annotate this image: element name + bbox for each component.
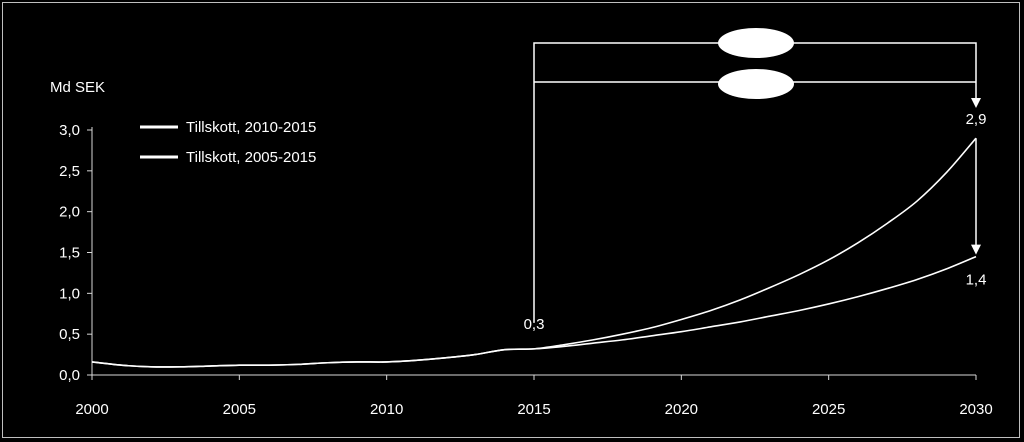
x-tick-label: 2020 (665, 401, 698, 418)
legend-label: Tillskott, 2005-2015 (186, 149, 316, 166)
x-tick-label: 2015 (517, 401, 550, 418)
x-tick-label: 2025 (812, 401, 845, 418)
annotation-label: 0,3 (524, 316, 545, 333)
data-annotations: 0,3 2,9 1,4 (524, 111, 987, 333)
y-tick-label: 2,5 (59, 163, 80, 180)
y-tick-label: 1,5 (59, 245, 80, 262)
oval-marker-upper (718, 28, 794, 58)
x-tick-label: 2000 (75, 401, 108, 418)
y-tick-label: 3,0 (59, 122, 80, 139)
y-tick-label: 1,0 (59, 285, 80, 302)
annotation-label: 2,9 (966, 111, 987, 128)
x-tick-label: 2005 (223, 401, 256, 418)
chart-axes (87, 127, 977, 380)
y-axis-label: Md SEK (50, 79, 105, 96)
legend-label: Tillskott, 2010-2015 (186, 119, 316, 136)
oval-marker-lower (718, 69, 794, 99)
x-tick-label: 2010 (370, 401, 403, 418)
arrow-head-upper (971, 98, 981, 108)
y-tick-label: 0,5 (59, 326, 80, 343)
x-tick-label: 2030 (959, 401, 992, 418)
tick-labels: 0,0 0,5 1,0 1,5 2,0 2,5 3,0 2000 2005 2010 2015 202… (59, 122, 993, 418)
y-tick-label: 0,0 (59, 367, 80, 384)
arrow-head-lower (971, 244, 981, 255)
annotation-label: 1,4 (966, 272, 987, 289)
series-line-2 (91, 255, 977, 368)
callout-brackets (533, 28, 981, 323)
chart-series (91, 137, 977, 368)
y-tick-label: 2,0 (59, 204, 80, 221)
chart-legend: Tillskott, 2010-2015 Tillskott, 2005-2015 (140, 119, 316, 166)
